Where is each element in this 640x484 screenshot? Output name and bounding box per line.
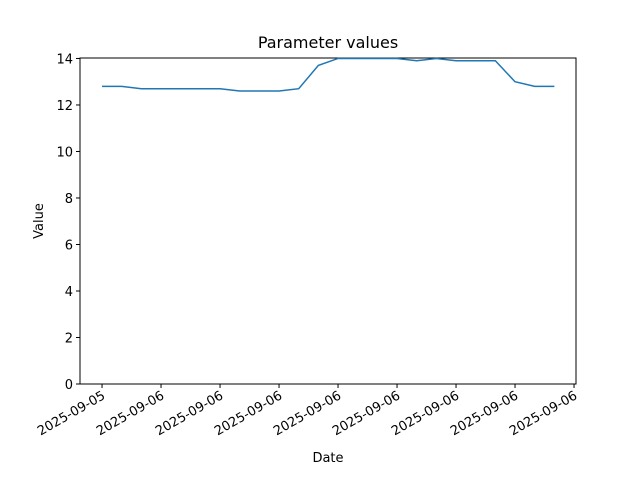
chart-title: Parameter values bbox=[258, 33, 398, 52]
y-tick-label: 0 bbox=[65, 378, 73, 393]
data-line bbox=[102, 57, 555, 92]
y-tick-label: 2 bbox=[65, 331, 73, 346]
y-tick-label: 8 bbox=[65, 192, 73, 207]
y-axis-label: Value bbox=[32, 203, 47, 239]
axes-frame bbox=[79, 57, 577, 385]
x-axis-label: Date bbox=[312, 451, 343, 466]
y-tick-label: 6 bbox=[65, 238, 73, 253]
x-tick-label: 2025-09-06 bbox=[507, 388, 580, 439]
y-tick-label: 10 bbox=[56, 145, 73, 160]
y-tick-label: 12 bbox=[56, 99, 73, 114]
y-tick-label: 4 bbox=[65, 285, 73, 300]
y-tick-label: 14 bbox=[56, 52, 73, 67]
